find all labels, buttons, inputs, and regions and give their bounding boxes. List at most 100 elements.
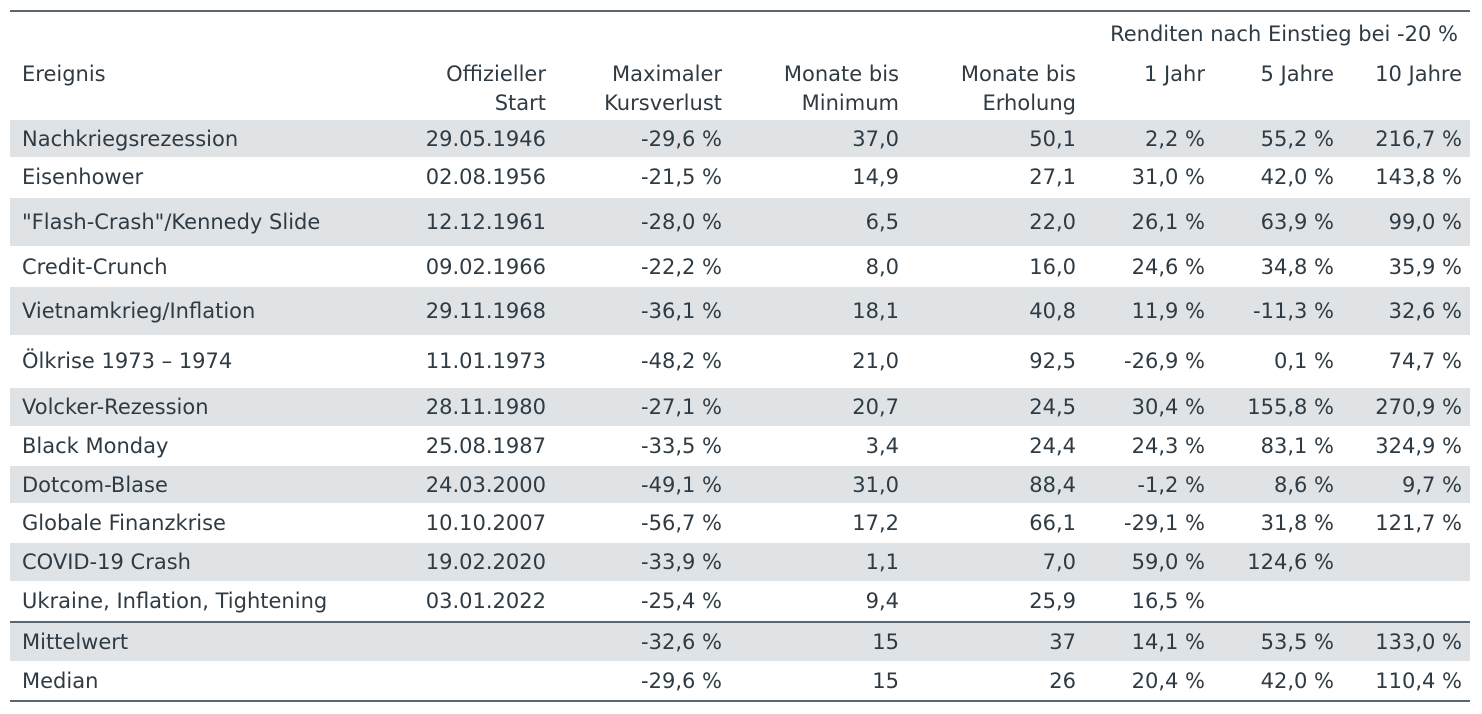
cell-kursverlust: -29,6 % — [641, 126, 722, 151]
column-header-r5: 5 Jahre — [1261, 60, 1335, 89]
cell-ereignis: Credit-Crunch — [22, 254, 168, 279]
cell-kursverlust: -27,1 % — [641, 395, 722, 419]
cell-kursverlust: -28,0 % — [641, 210, 722, 234]
group-header-returns: Renditen nach Einstieg bei -20 % — [1110, 22, 1458, 46]
column-header-line: Minimum — [801, 91, 899, 115]
cell-ereignis: Nachkriegsrezession — [22, 126, 239, 151]
cell-monate_erh: 27,1 — [1029, 165, 1076, 189]
cell-r10: 99,0 % — [1388, 210, 1462, 234]
cell-r1: 20,4 % — [1131, 669, 1205, 693]
cell-r5: 55,2 % — [1260, 126, 1334, 151]
cell-r5: 42,0 % — [1260, 165, 1334, 189]
column-header-line: Start — [494, 91, 546, 115]
cell-r10: 270,9 % — [1375, 395, 1462, 419]
column-header-line: Monate bis — [960, 62, 1076, 86]
cell-kursverlust: -49,1 % — [641, 472, 722, 497]
cell-start: 10.10.2007 — [425, 511, 546, 535]
cell-r5: 34,8 % — [1260, 254, 1334, 279]
cell-monate_erh: 22,0 — [1029, 210, 1076, 234]
cell-monate_min: 15 — [872, 630, 899, 654]
table-row: Credit-Crunch 09.02.1966 -22,2 % 8,0 16,0 24,… — [10, 247, 1470, 286]
cell-r1: 59,0 % — [1131, 550, 1205, 574]
summary-row: Mittelwert -32,6 % 15 37 14,1 % 53,5 % 133,0 % — [10, 621, 1470, 661]
cell-kursverlust: -48,2 % — [641, 349, 722, 373]
cell-r10: 35,9 % — [1388, 254, 1462, 279]
cell-ereignis: Volcker-Rezession — [22, 395, 209, 419]
column-header-line: Maximaler — [612, 62, 722, 86]
column-header-line: Ereignis — [22, 62, 106, 86]
cell-r1: -1,2 % — [1137, 472, 1205, 497]
cell-kursverlust: -21,5 % — [641, 165, 722, 189]
cell-ereignis: Black Monday — [22, 433, 169, 458]
table-row: Vietnamkrieg/Inflation 29.11.1968 -36,1 % 1… — [10, 287, 1470, 335]
cell-kursverlust: -32,6 % — [641, 630, 722, 654]
cell-monate_erh: 50,1 — [1029, 126, 1076, 151]
cell-r1: 11,9 % — [1131, 299, 1205, 323]
cell-r10: 216,7 % — [1375, 126, 1462, 151]
cell-start: 11.01.1973 — [425, 349, 546, 373]
cell-kursverlust: -25,4 % — [641, 589, 722, 613]
cell-r5: 0,1 % — [1273, 349, 1334, 373]
table-row: Black Monday 25.08.1987 -33,5 % 3,4 24,4 24,3… — [10, 427, 1470, 464]
column-header-line: Monate bis — [783, 62, 899, 86]
column-header-kursverlust: Maximaler Kursverlust — [604, 60, 722, 118]
table-row: Dotcom-Blase 24.03.2000 -49,1 % 31,0 88,4 -1,… — [10, 466, 1470, 503]
column-header-line: 5 Jahre — [1260, 62, 1335, 86]
cell-ereignis: Median — [22, 669, 99, 693]
table-row: COVID-19 Crash 19.02.2020 -33,9 % 1,1 7,0 59,… — [10, 543, 1470, 581]
cell-start: 03.01.2022 — [425, 589, 546, 613]
cell-r10: 74,7 % — [1388, 349, 1462, 373]
cell-monate_min: 31,0 — [852, 472, 899, 497]
cell-start: 29.05.1946 — [425, 126, 546, 151]
cell-monate_min: 15 — [872, 669, 899, 693]
cell-kursverlust: -36,1 % — [641, 299, 722, 323]
cell-ereignis: Dotcom-Blase — [22, 472, 168, 497]
cell-kursverlust: -56,7 % — [641, 511, 722, 535]
cell-ereignis: Vietnamkrieg/Inflation — [22, 299, 256, 323]
cell-r10: 121,7 % — [1375, 511, 1462, 535]
cell-monate_erh: 24,4 — [1029, 433, 1076, 458]
table-row: Globale Finanzkrise 10.10.2007 -56,7 % 17,2… — [10, 504, 1470, 542]
cell-monate_erh: 92,5 — [1029, 349, 1076, 373]
column-header-line: 1 Jahr — [1143, 62, 1205, 86]
cell-r5: 42,0 % — [1260, 669, 1334, 693]
cell-r1: 24,6 % — [1131, 254, 1205, 279]
cell-r1: 16,5 % — [1131, 589, 1205, 613]
column-header-monate_min: Monate bis Minimum — [784, 60, 899, 118]
cell-r10: 9,7 % — [1401, 472, 1462, 497]
cell-start: 19.02.2020 — [425, 550, 546, 574]
column-header-start: Offizieller Start — [446, 60, 546, 118]
cell-ereignis: COVID-19 Crash — [22, 550, 191, 574]
column-header-line: 10 Jahre — [1375, 62, 1462, 86]
cell-monate_min: 8,0 — [865, 254, 899, 279]
table-row: Volcker-Rezession 28.11.1980 -27,1 % 20,7 24… — [10, 388, 1470, 426]
cell-ereignis: Mittelwert — [22, 630, 129, 654]
cell-monate_erh: 40,8 — [1029, 299, 1076, 323]
cell-r5: 83,1 % — [1260, 433, 1334, 458]
cell-monate_erh: 25,9 — [1029, 589, 1076, 613]
cell-kursverlust: -33,9 % — [641, 550, 722, 574]
cell-monate_erh: 7,0 — [1042, 550, 1076, 574]
table-row: Ukraine, Inflation, Tightening 03.01.2022… — [10, 582, 1470, 620]
cell-r1: 31,0 % — [1131, 165, 1205, 189]
cell-start: 25.08.1987 — [425, 433, 546, 458]
column-header-line: Offizieller — [446, 62, 546, 86]
cell-monate_erh: 16,0 — [1029, 254, 1076, 279]
cell-monate_erh: 66,1 — [1029, 511, 1076, 535]
cell-start: 09.02.1966 — [425, 254, 546, 279]
column-header-r10: 10 Jahre — [1375, 60, 1462, 89]
cell-r10: 133,0 % — [1375, 630, 1462, 654]
cell-kursverlust: -22,2 % — [641, 254, 722, 279]
cell-r5: 53,5 % — [1260, 630, 1334, 654]
column-headers: Ereignis Offizieller Start Maximaler Kursver… — [10, 60, 1470, 120]
cell-ereignis: Ölkrise 1973 – 1974 — [22, 349, 233, 373]
cell-monate_min: 18,1 — [852, 299, 899, 323]
cell-monate_erh: 37 — [1049, 630, 1076, 654]
column-header-r1: 1 Jahr — [1144, 60, 1205, 89]
table-row: Ölkrise 1973 – 1974 11.01.1973 -48,2 % 21,0… — [10, 336, 1470, 386]
cell-monate_min: 6,5 — [865, 210, 899, 234]
cell-r1: 14,1 % — [1131, 630, 1205, 654]
cell-r5: 63,9 % — [1260, 210, 1334, 234]
cell-monate_erh: 88,4 — [1029, 472, 1076, 497]
column-header-monate_erh: Monate bis Erholung — [961, 60, 1076, 118]
